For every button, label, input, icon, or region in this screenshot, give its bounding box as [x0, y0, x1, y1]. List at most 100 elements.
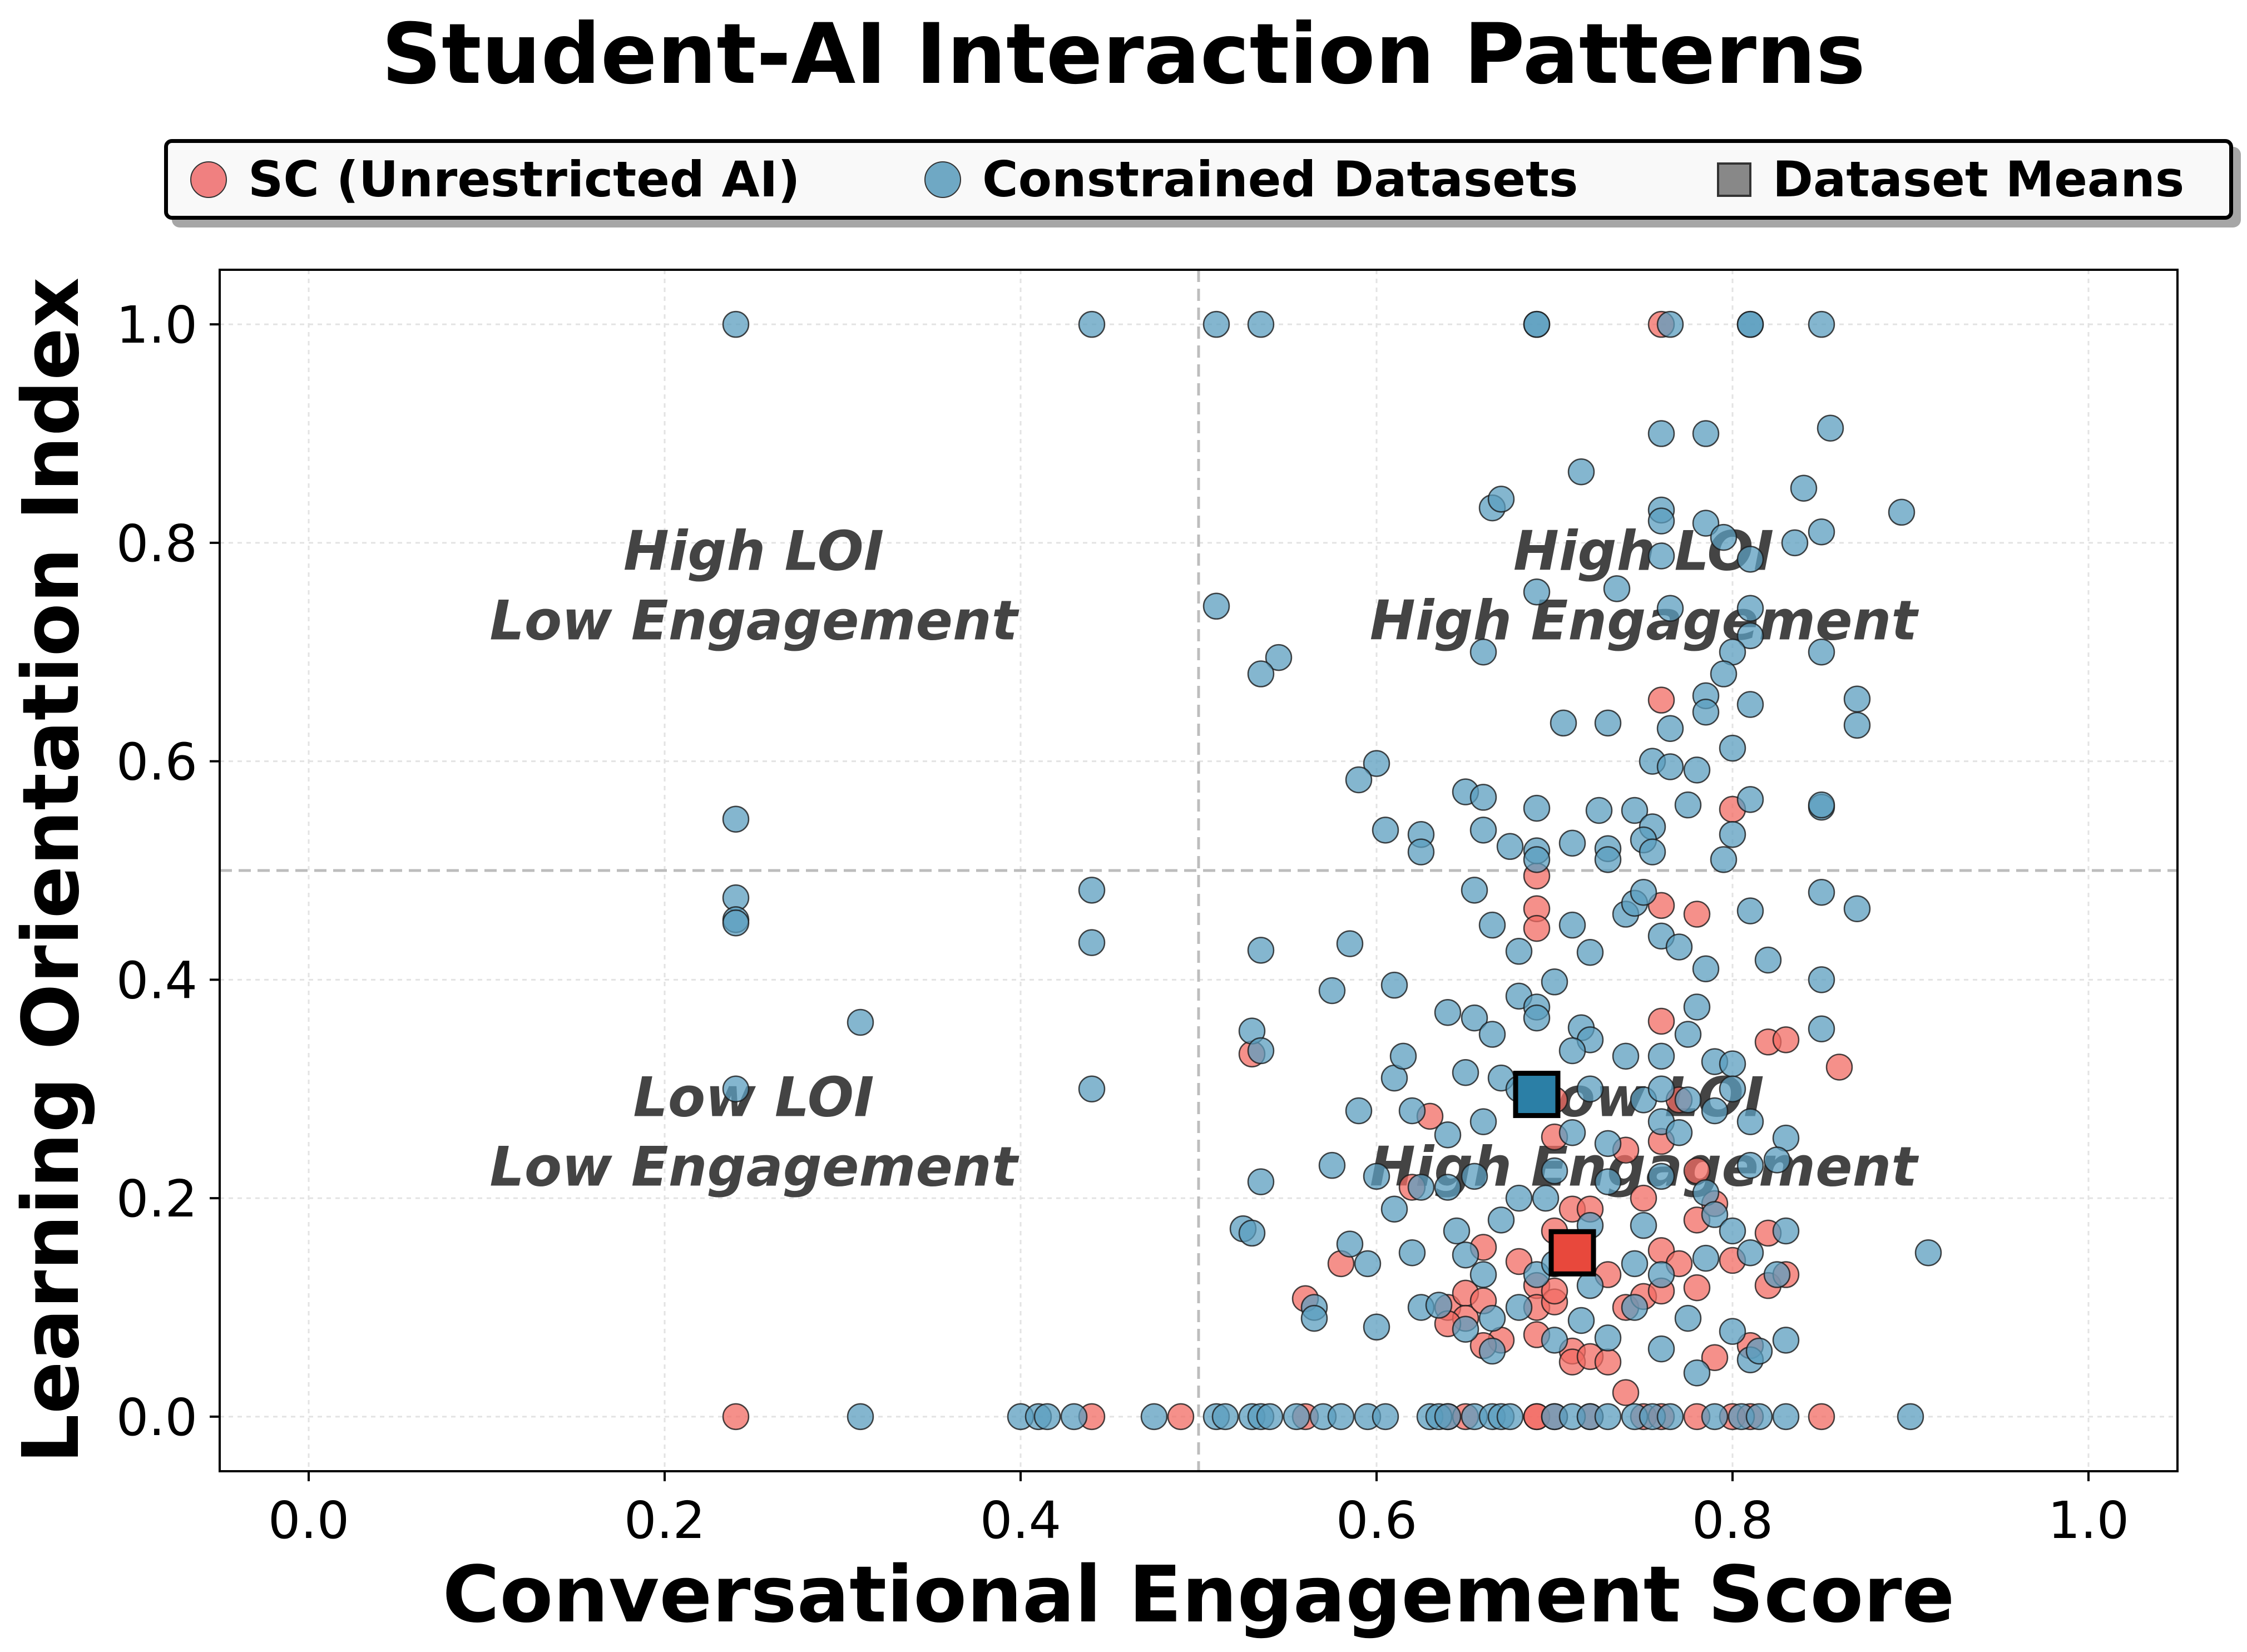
data-point [1719, 820, 1746, 848]
data-point [1407, 838, 1435, 865]
quadrant-label-line1: Low LOI [633, 1066, 874, 1129]
data-point [1541, 1157, 1568, 1185]
data-point [1060, 1403, 1088, 1431]
data-point [1790, 474, 1818, 502]
data-point [1647, 1075, 1675, 1102]
quadrant-label-line2: Low Engagement [489, 589, 1019, 652]
data-point [1558, 829, 1586, 857]
data-point [1692, 420, 1720, 447]
data-point [1434, 999, 1462, 1026]
data-point [1078, 929, 1106, 956]
data-point [1594, 1403, 1622, 1431]
data-point [1247, 1168, 1275, 1195]
axis-ticks: 0.0 0.2 0.4 0.6 0.8 1.0 0.0 0.2 0.4 0.6 0.8 1.0 [116, 295, 2129, 1550]
data-point [1576, 1075, 1604, 1102]
legend-label-sc: SC (Unrestricted AI) [248, 151, 800, 208]
data-point [1469, 817, 1497, 844]
data-point [1567, 1307, 1595, 1334]
quadrant-label-line2: Low Engagement [489, 1135, 1019, 1199]
data-point [1398, 1097, 1426, 1125]
legend-item-means: Dataset Means [1717, 143, 2184, 216]
chart-title: Student-AI Interaction Patterns [381, 6, 1866, 103]
legend-label-constrained: Constrained Datasets [982, 151, 1578, 208]
data-point [1745, 1337, 1773, 1365]
data-point [1380, 1195, 1408, 1223]
data-point [1674, 1304, 1702, 1332]
quadrant-label-line2: High Engagement [1370, 589, 1919, 652]
data-point [1781, 529, 1809, 557]
data-point [1345, 766, 1373, 794]
y-tick-label: 0.6 [116, 733, 197, 792]
data-point [1897, 1403, 1924, 1431]
data-point [1461, 877, 1488, 904]
data-point [1523, 310, 1551, 338]
data-point [1808, 310, 1835, 338]
data-point [1772, 1026, 1800, 1053]
data-point [1674, 1086, 1702, 1114]
data-point [1594, 1168, 1622, 1195]
data-point [1639, 838, 1666, 865]
data-point [1736, 1239, 1764, 1267]
data-point [1736, 546, 1764, 573]
data-point [1434, 1174, 1462, 1201]
data-point [1576, 939, 1604, 966]
data-point [1817, 414, 1844, 442]
data-point [1585, 797, 1613, 824]
x-tick-label: 1.0 [2048, 1491, 2129, 1550]
data-point [1558, 911, 1586, 939]
data-point [1452, 1059, 1479, 1086]
data-point [1265, 644, 1293, 671]
data-point [1736, 897, 1764, 924]
data-point [1683, 1274, 1711, 1302]
data-point [1478, 1021, 1506, 1048]
reference-lines [220, 270, 2177, 1471]
data-point [1719, 734, 1746, 762]
dataset-means [1513, 1071, 1596, 1277]
data-point [1523, 578, 1551, 606]
data-point [1256, 1403, 1284, 1431]
data-point [1808, 1015, 1835, 1042]
data-point [1647, 1335, 1675, 1363]
data-point [1914, 1239, 1942, 1267]
data-point [1674, 1021, 1702, 1048]
data-point [1434, 1403, 1462, 1431]
data-point [1425, 1292, 1453, 1319]
data-point [1736, 310, 1764, 338]
data-point [1505, 1294, 1533, 1321]
x-tick-label: 0.2 [624, 1491, 705, 1550]
data-point [1541, 1327, 1568, 1354]
data-point [1078, 877, 1106, 904]
data-point [1656, 1403, 1684, 1431]
series-1 [722, 310, 1942, 1431]
data-point [1434, 1121, 1462, 1149]
data-point [1363, 1313, 1390, 1341]
legend-label-means: Dataset Means [1773, 151, 2185, 208]
quadrant-label-line1: High LOI [623, 520, 884, 583]
data-point [1327, 1403, 1355, 1431]
data-point [1336, 930, 1364, 957]
data-point [722, 909, 750, 937]
x-tick-label: 0.6 [1336, 1491, 1417, 1550]
plot-frame [219, 269, 2179, 1472]
x-tick-label: 0.4 [980, 1491, 1061, 1550]
data-point [1532, 1184, 1560, 1212]
data-point [1558, 1119, 1586, 1146]
data-point [1078, 1075, 1106, 1102]
data-point [1469, 639, 1497, 666]
data-point [1612, 1379, 1640, 1406]
data-point [1478, 911, 1506, 939]
data-point [1701, 1344, 1729, 1372]
data-point [1300, 1304, 1328, 1332]
data-point [1701, 1201, 1729, 1228]
data-point [1523, 1004, 1551, 1032]
data-point [1372, 1403, 1399, 1431]
data-point [1594, 1324, 1622, 1352]
data-point [1692, 699, 1720, 726]
data-point [1487, 1206, 1515, 1234]
data-point [1808, 966, 1835, 993]
data-point [1496, 1403, 1524, 1431]
data-point [1630, 1211, 1657, 1239]
data-point [1372, 817, 1399, 844]
mean-marker-0 [1548, 1229, 1596, 1277]
